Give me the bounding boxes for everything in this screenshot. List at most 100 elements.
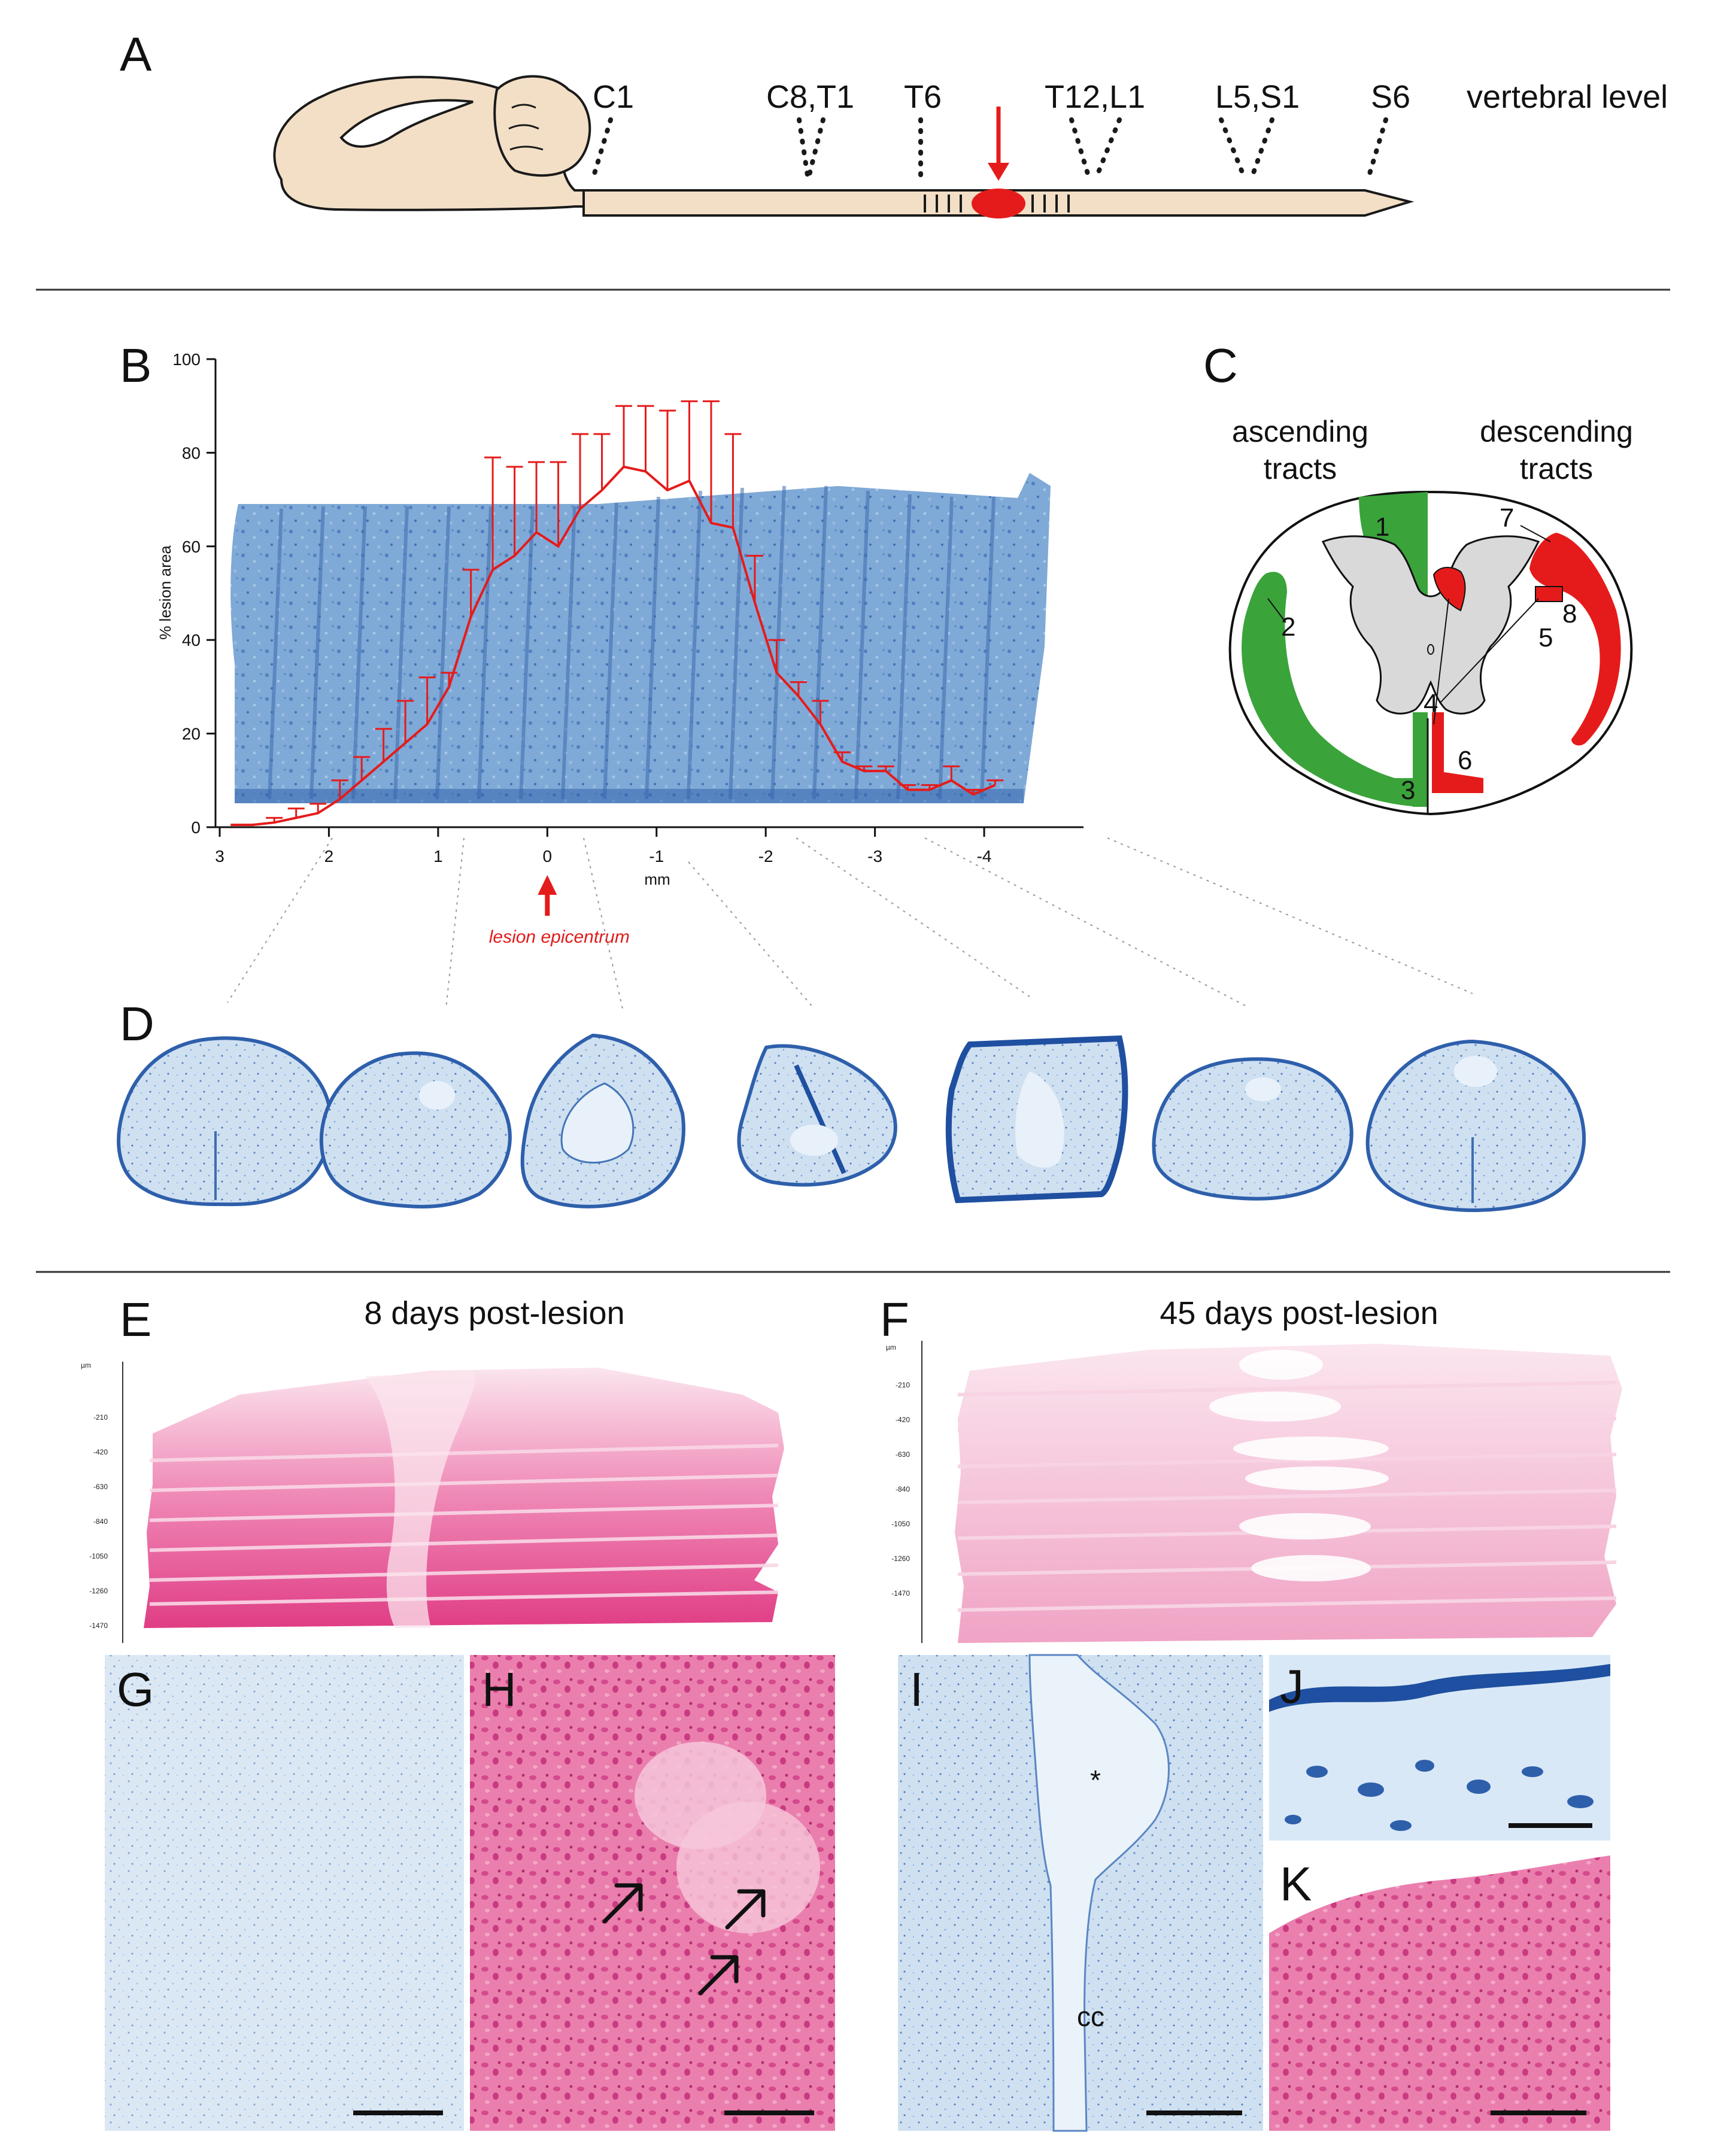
vertebra-markers	[924, 195, 1070, 212]
data-point	[987, 779, 1004, 785]
panel-label-c: C	[1203, 339, 1238, 392]
x-tick-label: -3	[867, 847, 882, 866]
panel-c: C ascending tracts descending tracts 1	[1203, 339, 1633, 816]
data-point	[287, 807, 305, 818]
panel-h: H	[470, 1655, 835, 2131]
lesion-arrow	[988, 107, 1009, 181]
depth-tick: -210	[896, 1381, 910, 1389]
brain-ventricle	[339, 99, 474, 148]
tract-number-7: 7	[1500, 503, 1514, 533]
data-point	[615, 405, 633, 467]
y-tick-label: 80	[182, 444, 201, 462]
x-tick-label: -4	[977, 847, 992, 866]
x-tick-label: 0	[543, 847, 553, 866]
panel-k: K	[1269, 1847, 1610, 2131]
data-point	[637, 405, 654, 472]
data-point	[702, 400, 720, 523]
tract-number-4: 4	[1424, 689, 1438, 718]
data-point	[484, 456, 502, 570]
panel-label-d: D	[120, 997, 154, 1050]
data-point	[877, 765, 894, 772]
depth-unit: µm	[81, 1361, 91, 1369]
depth-tick: -630	[896, 1450, 910, 1459]
data-point	[593, 433, 611, 490]
panel-label-b: B	[120, 339, 151, 392]
cavity-asterisk: *	[1090, 1765, 1101, 1796]
data-point	[462, 569, 479, 617]
cell-arrows	[602, 1883, 766, 1996]
data-point	[397, 700, 414, 743]
depth-tick: -1260	[891, 1554, 910, 1563]
tract-number-5: 5	[1538, 623, 1553, 652]
x-tick-label: 3	[215, 847, 224, 866]
cross-section-4	[737, 1044, 897, 1187]
cross-section-6	[1152, 1057, 1353, 1201]
level-label-s6: S6	[1371, 79, 1410, 115]
y-tick-label: 20	[182, 725, 201, 743]
panel-label-f: F	[880, 1293, 909, 1346]
level-label-l5-s1: L5,S1	[1215, 79, 1300, 115]
chart-axes	[214, 359, 1084, 828]
panel-label-k: K	[1280, 1857, 1312, 1911]
depth-scale-e: µm -210 -420 -630 -840 -1050 -1260 -1470	[81, 1361, 123, 1643]
cross-section-3	[520, 1033, 685, 1208]
descending-tracts-label: tracts	[1520, 452, 1593, 485]
cross-section-7	[1365, 1039, 1586, 1212]
data-point	[550, 461, 567, 546]
tract-number-1: 1	[1375, 512, 1389, 542]
x-axis-title: mm	[644, 870, 670, 888]
y-tick-marks	[207, 358, 216, 828]
data-point	[964, 788, 982, 795]
x-tick-marks	[218, 827, 985, 837]
tract-3-ventral-ascending	[1413, 712, 1428, 807]
panel-label-h: H	[482, 1663, 517, 1716]
panel-label-a: A	[120, 28, 152, 81]
panel-f: F 45 days post-lesion µm -210 -420 -630 …	[880, 1293, 1622, 1643]
panel-d-guide-lines	[227, 837, 1473, 1009]
panel-f-section-stack-image	[955, 1344, 1622, 1643]
lesion-site-marker	[972, 189, 1025, 218]
x-tick-label: -2	[758, 847, 773, 866]
data-point	[899, 784, 916, 790]
panel-a: A C1 C8,T1 T6 T12,L	[120, 28, 1668, 218]
data-point	[921, 784, 938, 790]
panel-e-title: 8 days post-lesion	[364, 1295, 624, 1331]
grey-matter	[1321, 535, 1540, 715]
data-point	[309, 803, 327, 813]
data-point	[724, 433, 742, 528]
data-point	[746, 554, 763, 603]
tract-6-ventral-descending	[1432, 712, 1483, 793]
tract-5-descending	[1535, 586, 1563, 602]
level-label-t6: T6	[904, 79, 942, 115]
data-point	[266, 816, 283, 823]
data-point	[572, 433, 589, 509]
data-point	[331, 779, 348, 800]
panel-f-title: 45 days post-lesion	[1160, 1295, 1438, 1331]
data-point	[681, 400, 698, 481]
tract-number-2: 2	[1281, 612, 1295, 642]
x-tick-label: 1	[433, 847, 443, 866]
vertebral-level-title: vertebral level	[1467, 79, 1668, 115]
data-point	[943, 765, 960, 781]
data-point	[833, 751, 851, 762]
ascending-tracts-label: tracts	[1264, 452, 1337, 485]
panel-label-g: G	[117, 1663, 154, 1716]
y-tick-label: 40	[182, 631, 201, 649]
tract-number-3: 3	[1401, 776, 1415, 805]
level-label-c1: C1	[593, 79, 634, 115]
cavity	[1028, 1654, 1170, 2132]
depth-tick: -420	[93, 1448, 108, 1456]
tract-2-lateral-ascending	[1242, 572, 1420, 807]
descending-tracts-label: descending	[1480, 415, 1633, 448]
y-tick-label: 60	[182, 537, 201, 556]
data-point	[418, 676, 436, 724]
data-point	[441, 672, 458, 687]
panel-i: I * cc	[898, 1654, 1263, 2132]
data-point	[812, 700, 829, 724]
depth-tick: -1050	[891, 1520, 910, 1528]
data-point	[658, 409, 676, 490]
epicentrum-label: lesion epicentrum	[489, 927, 630, 947]
depth-tick: -1260	[89, 1587, 108, 1595]
data-point	[528, 461, 545, 533]
